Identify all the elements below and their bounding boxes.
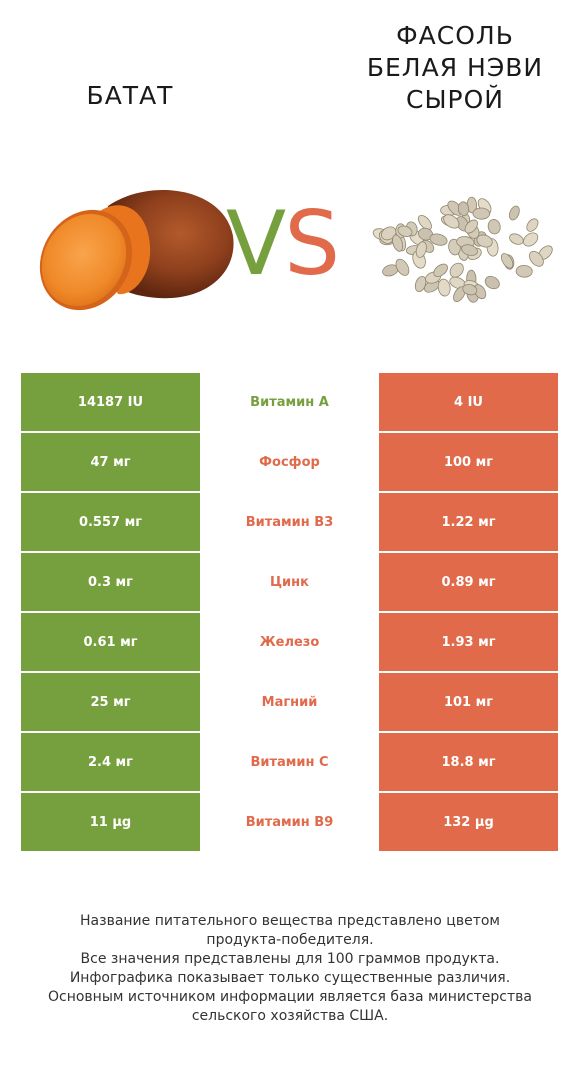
- left-value-cell: 11 µg: [21, 793, 200, 851]
- navy-beans-image: [370, 182, 560, 316]
- left-value-cell: 47 мг: [21, 433, 200, 491]
- nutrient-name-cell: Цинк: [200, 553, 379, 611]
- right-title-line-3: СЫРОЙ: [406, 85, 504, 114]
- nutrient-name-cell: Витамин A: [200, 373, 379, 431]
- right-value-cell: 4 IU: [379, 373, 558, 431]
- bean-shape: [417, 214, 432, 231]
- left-product-title: БАТАТ: [86, 81, 174, 110]
- nutrient-name-cell: Витамин C: [200, 733, 379, 791]
- bean-shape: [397, 225, 413, 237]
- left-value-cell: 0.61 мг: [21, 613, 200, 671]
- sweet-potato-image: [38, 176, 238, 320]
- table-row: 0.557 мг Витамин B3 1.22 мг: [21, 493, 558, 551]
- left-value-cell: 2.4 мг: [21, 733, 200, 791]
- table-row: 0.61 мг Железо 1.93 мг: [21, 613, 558, 671]
- bean-shape: [472, 207, 491, 220]
- bean-shape: [487, 219, 501, 235]
- table-row: 47 мг Фосфор 100 мг: [21, 433, 558, 491]
- right-title-line-2: БЕЛАЯ НЭВИ: [366, 53, 544, 82]
- footer-line: Название питательного вещества представл…: [80, 913, 500, 929]
- right-value-cell: 18.8 мг: [379, 733, 558, 791]
- bean-shape: [443, 214, 460, 229]
- bean-shape: [473, 284, 487, 300]
- left-value-cell: 0.3 мг: [21, 553, 200, 611]
- nutrient-name-cell: Витамин B3: [200, 493, 379, 551]
- bean-shape: [437, 278, 451, 297]
- right-value-cell: 132 µg: [379, 793, 558, 851]
- bean-shape: [415, 241, 427, 258]
- right-value-cell: 101 мг: [379, 673, 558, 731]
- bean-shape: [526, 218, 539, 232]
- bean-shape: [392, 234, 404, 252]
- footer-line: сельского хозяйства США.: [191, 1008, 389, 1024]
- bean-shape: [457, 201, 470, 217]
- right-product-title: ФАСОЛЬ БЕЛАЯ НЭВИ СЫРОЙ: [340, 20, 570, 116]
- bean-shape: [395, 258, 410, 276]
- bean-shape: [449, 262, 464, 278]
- footer-line: Инфографика показывает только существенн…: [69, 970, 511, 986]
- right-value-cell: 1.22 мг: [379, 493, 558, 551]
- bean-shape: [515, 264, 533, 278]
- bean-shape: [429, 233, 448, 246]
- nutrient-name-cell: Железо: [200, 613, 379, 671]
- bean-shape: [464, 219, 478, 234]
- nutrient-name-cell: Магний: [200, 673, 379, 731]
- bean-shape: [509, 205, 520, 221]
- nutrient-name-cell: Фосфор: [200, 433, 379, 491]
- right-value-cell: 100 мг: [379, 433, 558, 491]
- vs-v-letter: V: [226, 192, 286, 295]
- bean-shape: [523, 232, 539, 247]
- bean-shape: [484, 276, 500, 290]
- bean-shape: [476, 234, 493, 248]
- left-value-cell: 14187 IU: [21, 373, 200, 431]
- footer-line: продукта-победителя.: [206, 932, 374, 948]
- left-value-cell: 0.557 мг: [21, 493, 200, 551]
- right-value-cell: 1.93 мг: [379, 613, 558, 671]
- table-row: 0.3 мг Цинк 0.89 мг: [21, 553, 558, 611]
- footer-note: Название питательного вещества представл…: [20, 912, 560, 1026]
- bean-shape: [462, 284, 478, 296]
- vs-label: VS: [226, 196, 340, 292]
- footer-line: Основным источником информации является …: [48, 989, 532, 1005]
- table-row: 2.4 мг Витамин C 18.8 мг: [21, 733, 558, 791]
- nutrient-name-cell: Витамин B9: [200, 793, 379, 851]
- bean-shape: [500, 253, 514, 269]
- right-value-cell: 0.89 мг: [379, 553, 558, 611]
- bean-shape: [461, 244, 479, 256]
- left-value-cell: 25 мг: [21, 673, 200, 731]
- bean-shape: [509, 233, 524, 245]
- bean-shape: [433, 263, 448, 277]
- table-row: 25 мг Магний 101 мг: [21, 673, 558, 731]
- vs-s-letter: S: [284, 192, 340, 295]
- table-row: 11 µg Витамин B9 132 µg: [21, 793, 558, 851]
- right-title-line-1: ФАСОЛЬ: [396, 21, 514, 50]
- bean-shape: [529, 250, 544, 267]
- bean-shape: [381, 226, 397, 241]
- footer-line: Все значения представлены для 100 граммо…: [80, 951, 500, 967]
